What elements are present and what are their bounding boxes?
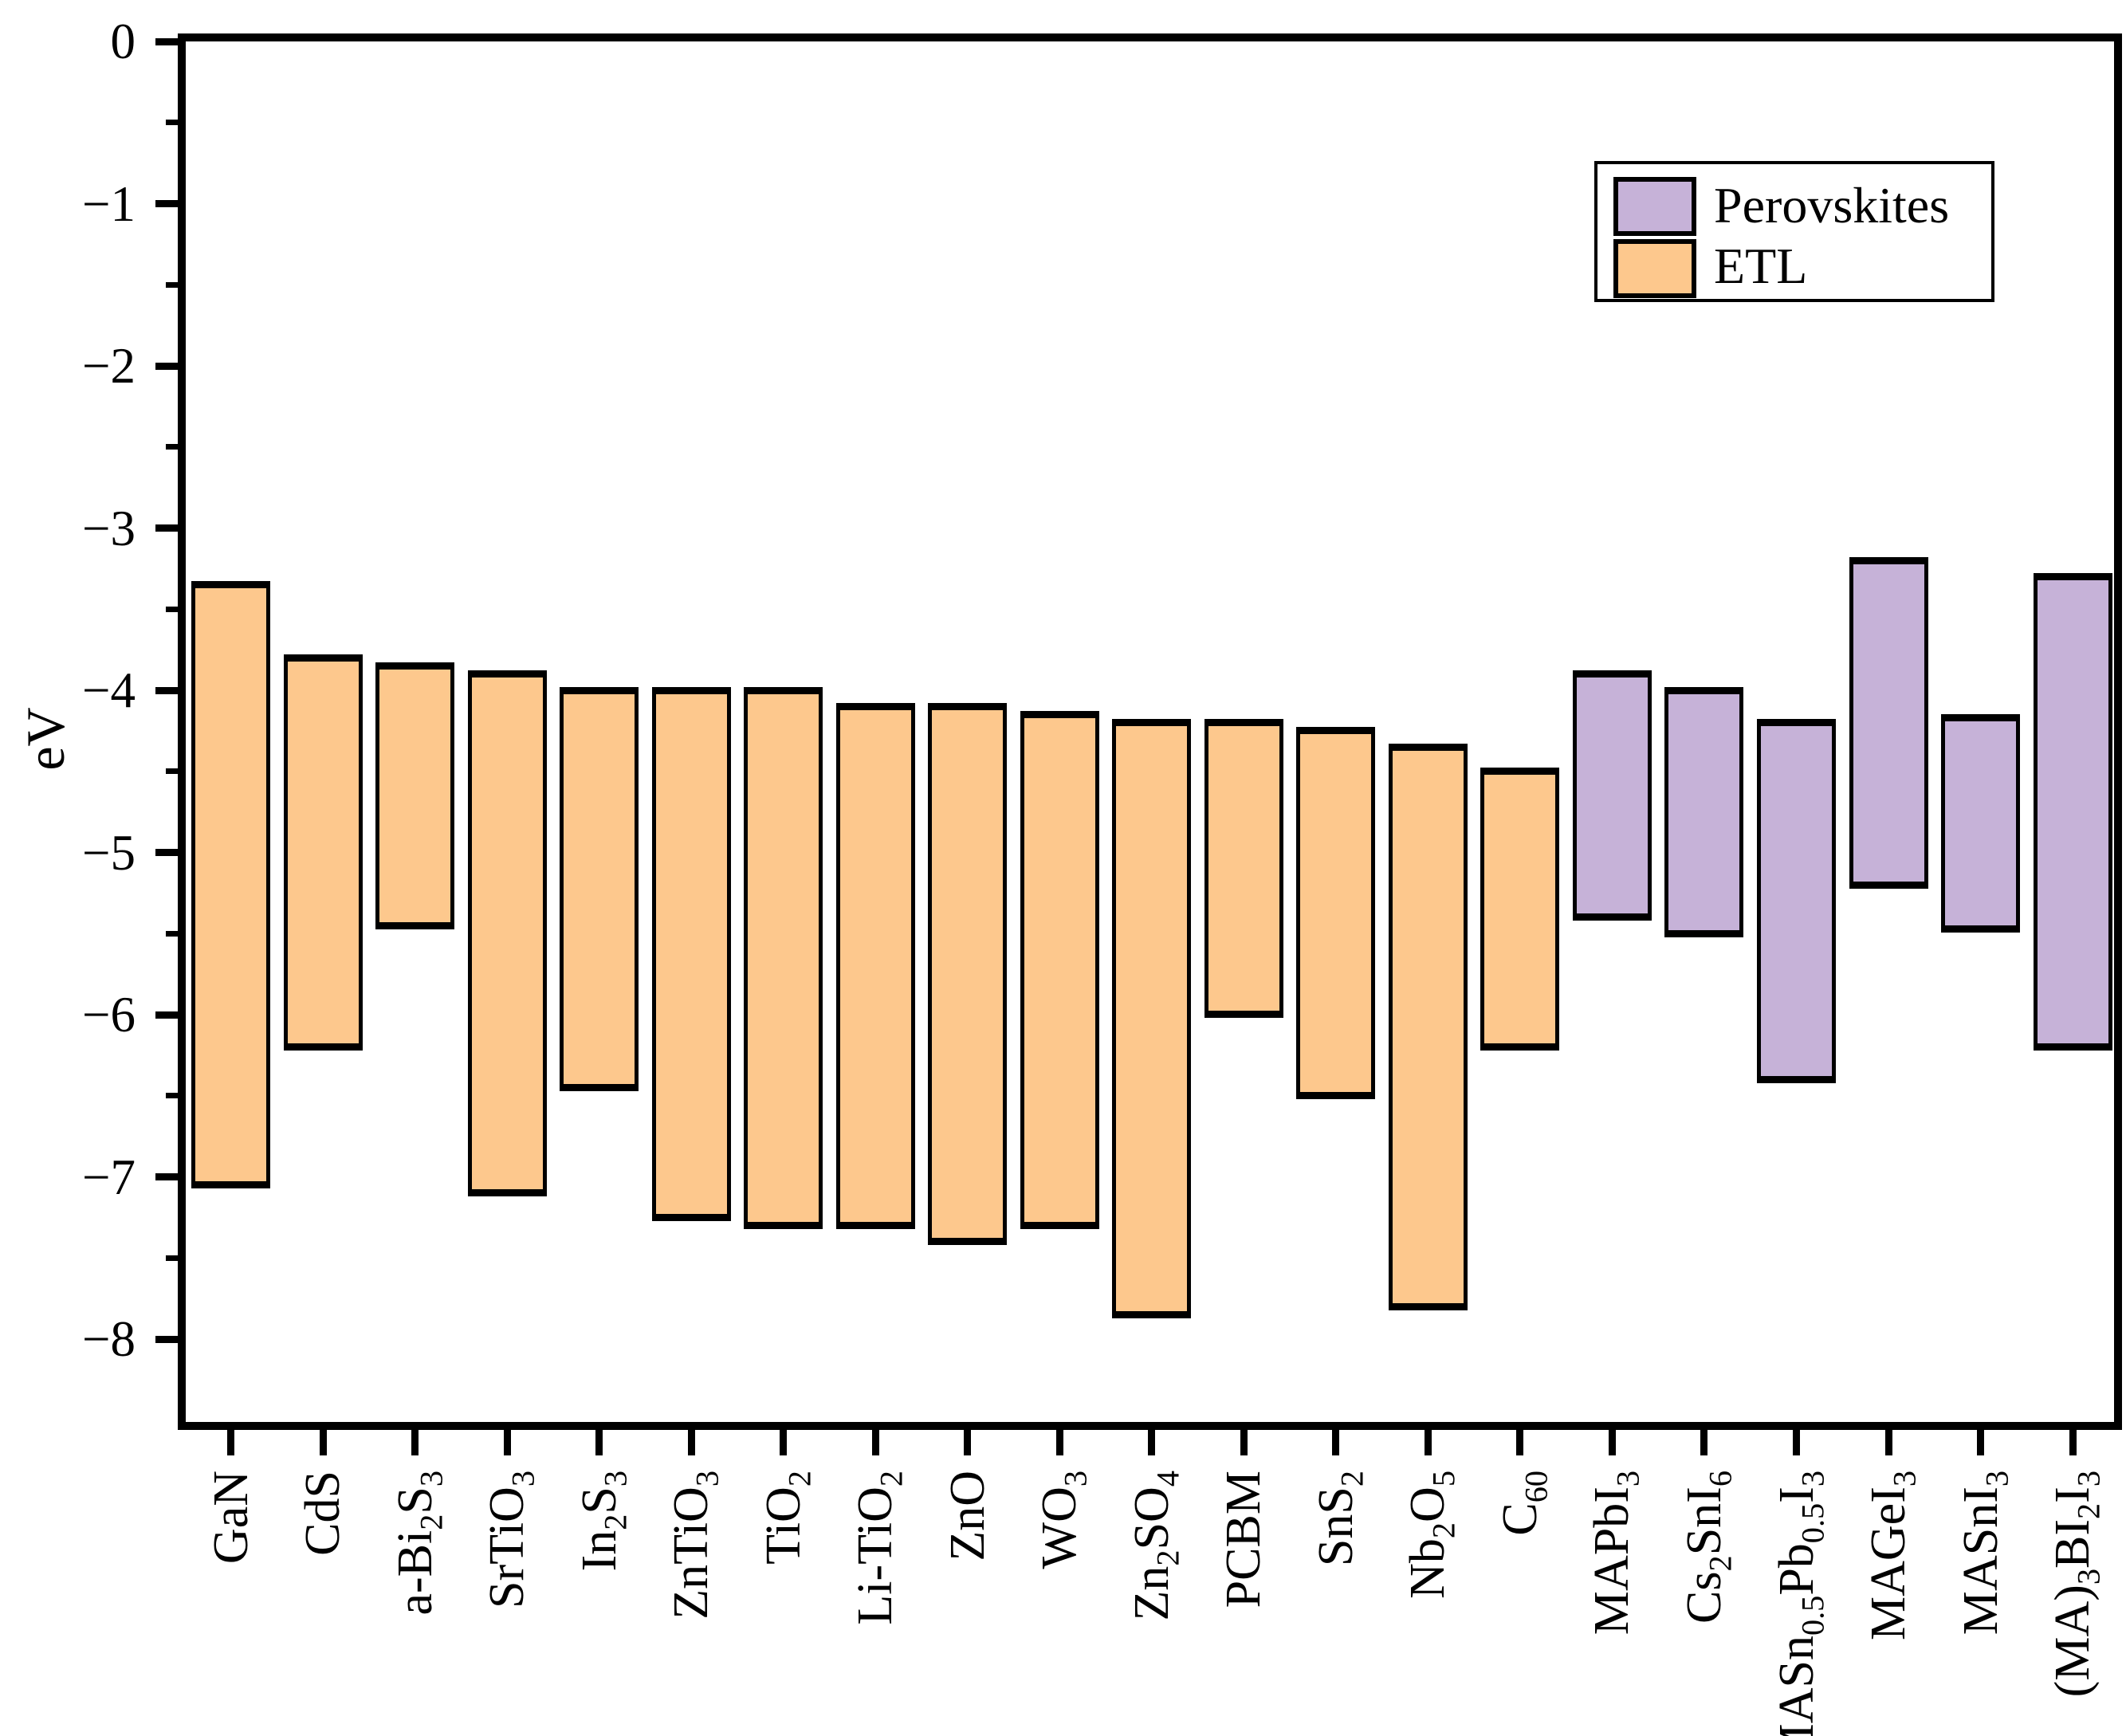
bar-WO3 — [1020, 711, 1099, 1230]
x-category-label: Zn2SO4 — [1124, 1471, 1186, 1621]
y-minor-tick — [166, 120, 178, 126]
bar-SrTiO3 — [467, 670, 547, 1197]
x-category-label: WO3 — [1032, 1471, 1094, 1569]
x-tick — [1977, 1430, 1985, 1455]
y-tick-label: −2 — [81, 338, 136, 394]
x-tick — [227, 1430, 234, 1455]
x-tick — [2069, 1430, 2077, 1455]
x-category-label: CdS — [296, 1471, 351, 1556]
bar-MASn0.5Pb0.5I3 — [1757, 719, 1836, 1083]
x-tick — [1608, 1430, 1616, 1455]
x-category-label: a-Bi2S3 — [387, 1471, 449, 1616]
x-tick — [1793, 1430, 1800, 1455]
y-major-tick — [155, 849, 178, 856]
x-category-label: (MA)3BI2I3 — [2045, 1471, 2107, 1698]
y-tick-label: −5 — [81, 824, 136, 881]
bar-ZnTiO3 — [651, 686, 731, 1221]
y-major-tick — [155, 37, 178, 45]
y-minor-tick — [166, 606, 178, 612]
x-tick — [1884, 1430, 1892, 1455]
x-tick — [1700, 1430, 1708, 1455]
x-category-label: Li-TiO2 — [848, 1471, 910, 1625]
bar-Nb2O5 — [1388, 743, 1468, 1310]
bar-C60 — [1480, 768, 1560, 1051]
bar-MAGeI3 — [1849, 556, 1928, 889]
x-tick — [1424, 1430, 1432, 1455]
x-tick — [411, 1430, 419, 1455]
x-category-label: Cs2SnI6 — [1676, 1471, 1739, 1624]
x-category-label: C60 — [1492, 1471, 1554, 1536]
x-category-label: MASnI3 — [1953, 1471, 2014, 1636]
x-category-label: In2S3 — [572, 1471, 633, 1572]
bar-MAPbI3 — [1572, 670, 1652, 921]
y-tick-label: −6 — [81, 987, 136, 1043]
bar-PCBM — [1204, 719, 1283, 1019]
y-tick-label: −1 — [81, 175, 136, 232]
bar-In2S3 — [560, 686, 639, 1092]
x-category-label: GaN — [203, 1471, 258, 1565]
bar-GaN — [191, 581, 270, 1189]
y-minor-tick — [166, 281, 178, 288]
x-tick — [1240, 1430, 1248, 1455]
y-tick-label: −4 — [81, 662, 136, 718]
y-minor-tick — [166, 444, 178, 450]
y-tick-label: −8 — [81, 1311, 136, 1367]
x-category-label: Nb2O5 — [1401, 1471, 1462, 1599]
bar-SnS2 — [1296, 727, 1376, 1100]
y-minor-tick — [166, 1093, 178, 1099]
x-category-label: MAPbI3 — [1585, 1471, 1646, 1636]
x-tick — [319, 1430, 327, 1455]
y-tick-label: 0 — [110, 14, 136, 69]
bar-Li-TiO2 — [835, 702, 915, 1230]
x-category-label: MASn0.5Pb0.5I3 — [1769, 1471, 1830, 1736]
x-category-label: ZnTiO3 — [664, 1471, 725, 1620]
x-category-label: ZnO — [940, 1471, 995, 1561]
y-major-tick — [155, 524, 178, 532]
y-major-tick — [155, 1173, 178, 1180]
bar-MASnI3 — [1941, 714, 2021, 933]
bar-Cs2SnI6 — [1664, 686, 1744, 937]
legend: Perovskites ETL — [1594, 161, 1994, 302]
legend-label-etl: ETL — [1714, 238, 1808, 294]
x-tick — [687, 1430, 695, 1455]
x-tick — [1055, 1430, 1063, 1455]
x-tick — [595, 1430, 603, 1455]
y-tick-label: −7 — [81, 1149, 136, 1205]
y-tick-label: −3 — [81, 500, 136, 556]
x-category-label: MAGeI3 — [1861, 1471, 1923, 1640]
x-tick — [503, 1430, 511, 1455]
y-major-tick — [155, 1011, 178, 1019]
x-tick — [964, 1430, 972, 1455]
legend-swatch-etl — [1613, 239, 1696, 298]
x-tick — [1516, 1430, 1524, 1455]
y-major-tick — [155, 362, 178, 370]
legend-swatch-perovskites — [1613, 177, 1696, 236]
y-major-tick — [155, 686, 178, 694]
y-minor-tick — [166, 930, 178, 937]
y-major-tick — [155, 1335, 178, 1343]
x-tick — [1332, 1430, 1340, 1455]
x-category-label: SnS2 — [1308, 1471, 1370, 1567]
bar-Zn2SO4 — [1112, 719, 1192, 1318]
bar-ZnO — [928, 702, 1008, 1246]
x-tick — [780, 1430, 788, 1455]
legend-label-perovskites: Perovskites — [1714, 177, 1950, 234]
y-major-tick — [155, 200, 178, 207]
x-category-label: PCBM — [1216, 1471, 1271, 1608]
bar-TiO2 — [744, 686, 823, 1230]
x-category-label: TiO2 — [756, 1471, 818, 1565]
bar-(MA)3BI2I3 — [2033, 573, 2112, 1051]
bar-a-Bi2S3 — [375, 662, 455, 929]
x-tick — [871, 1430, 879, 1455]
x-category-label: SrTiO3 — [480, 1471, 541, 1608]
y-minor-tick — [166, 768, 178, 775]
x-tick — [1148, 1430, 1156, 1455]
y-minor-tick — [166, 1255, 178, 1261]
bar-CdS — [283, 654, 363, 1051]
